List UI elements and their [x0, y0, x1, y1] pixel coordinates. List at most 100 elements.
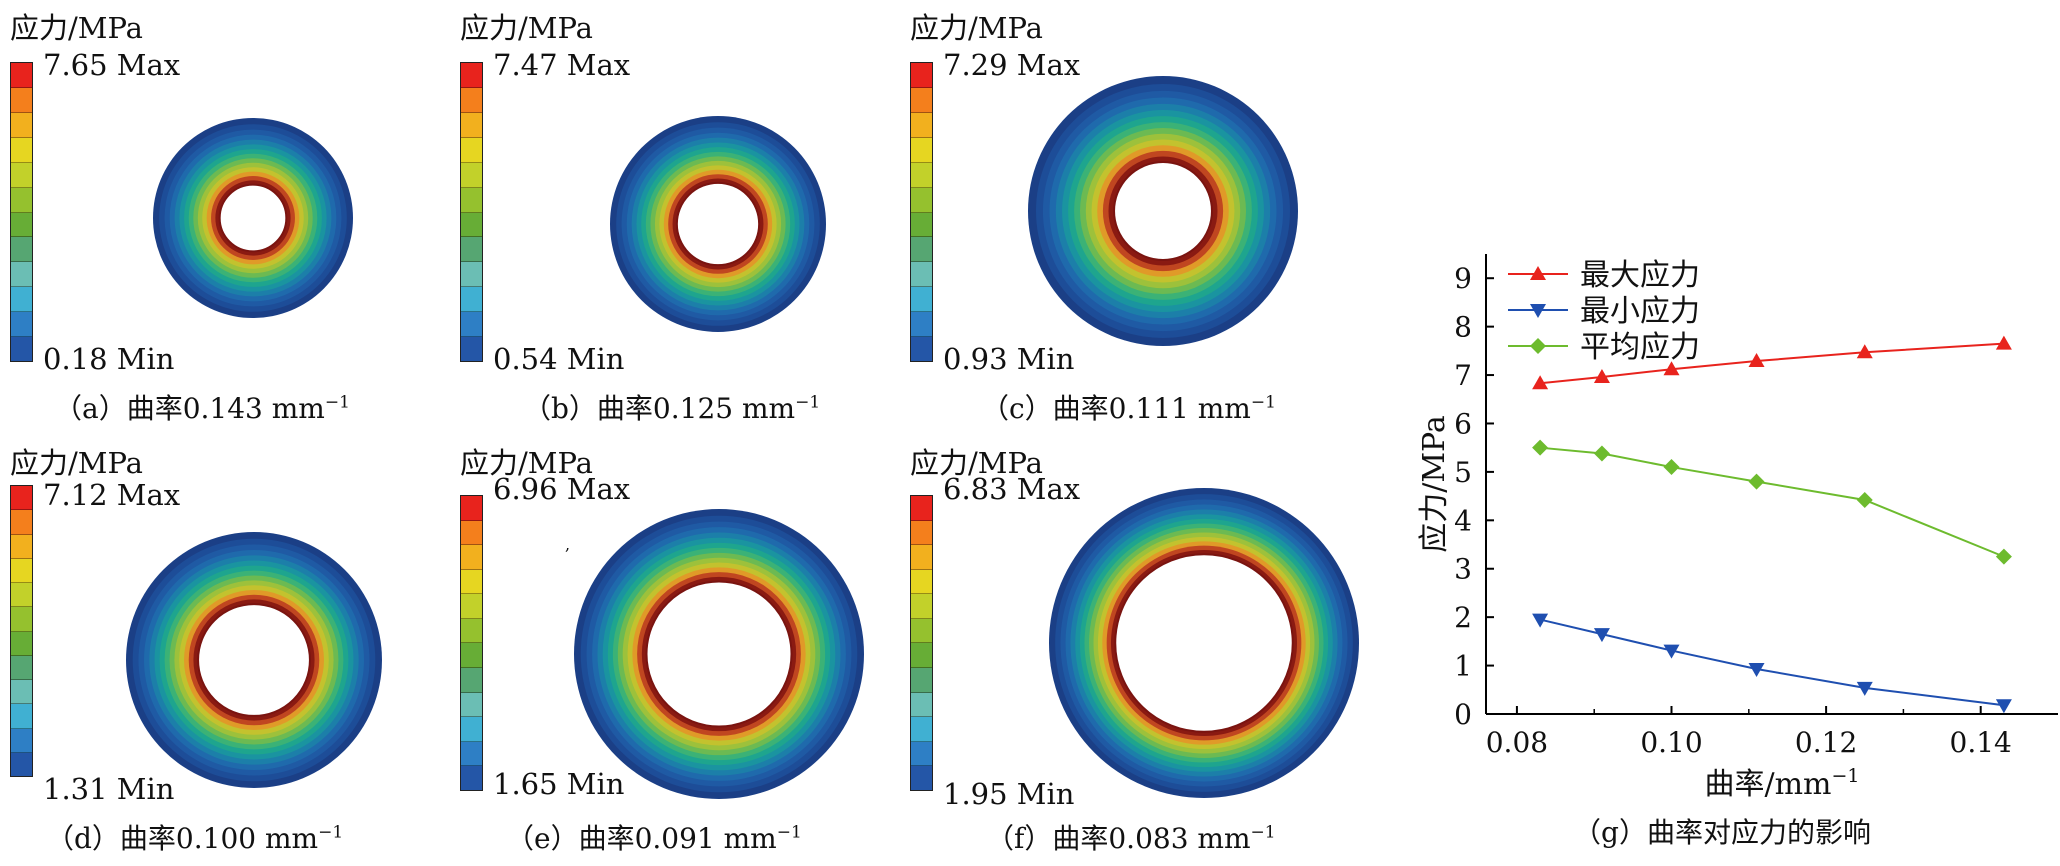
stray-mark: , [565, 535, 571, 554]
colorbar-segment [911, 717, 932, 742]
colorbar-segment [11, 112, 32, 138]
colorbar-segment [11, 63, 32, 88]
y-axis-label: 应力/MPa [1417, 415, 1452, 553]
colorbar [910, 62, 933, 362]
colorbar-segment [461, 337, 482, 362]
colorbar-segment [11, 287, 32, 313]
colorbar-segment [461, 162, 482, 188]
caption-b: （b）曲率0.125 mm−1 [523, 392, 821, 425]
colorbar-max-label: 7.29 Max [943, 48, 1081, 82]
stress-contour-ring [126, 532, 382, 788]
colorbar-unit-label: 应力/MPa [10, 11, 143, 45]
contour-panel-d: 应力/MPa 7.12 Max 1.31 Min （d）曲率0.100 mm−1 [10, 440, 450, 855]
colorbar-segment [911, 212, 932, 238]
colorbar-segment [911, 312, 932, 338]
colorbar-max-label: 6.83 Max [943, 472, 1081, 506]
colorbar-segment [11, 607, 32, 632]
colorbar-segment [911, 162, 932, 188]
data-point [1530, 338, 1546, 354]
colorbar-segment [911, 594, 932, 619]
colorbar-unit-label: 应力/MPa [460, 11, 593, 45]
colorbar-min-label: 1.65 Min [493, 767, 625, 801]
data-point [1856, 681, 1873, 696]
colorbar-segment [461, 545, 482, 570]
colorbar-segment [911, 643, 932, 669]
colorbar-segment [461, 137, 482, 163]
y-tick-label: 8 [1454, 311, 1472, 344]
colorbar-segment [911, 87, 932, 113]
legend-label: 平均应力 [1580, 330, 1700, 365]
colorbar-segment [461, 741, 482, 767]
colorbar-segment [11, 583, 32, 608]
colorbar-segment [911, 668, 932, 693]
stress-contour-ring [574, 509, 864, 799]
colorbar [460, 495, 483, 791]
colorbar-min-label: 1.95 Min [943, 777, 1075, 811]
colorbar-segment [911, 520, 932, 546]
colorbar-segment [11, 137, 32, 163]
contour-panel-f: 应力/MPa 6.83 Max 1.95 Min （f）曲率0.083 mm−1 [910, 440, 1359, 855]
series-line [1540, 342, 2004, 385]
bore-hole [1114, 553, 1294, 733]
colorbar-unit-label: 应力/MPa [910, 11, 1043, 45]
x-tick-label: 0.12 [1795, 726, 1857, 759]
data-point [1748, 662, 1765, 677]
colorbar-segment [11, 704, 32, 729]
colorbar-max-label: 6.96 Max [493, 472, 631, 506]
stress-contour-ring [1028, 76, 1298, 346]
bore-hole [218, 183, 288, 253]
contour-panel-b: 应力/MPa 7.47 Max 0.54 Min （b）曲率0.125 mm−1 [460, 5, 900, 425]
colorbar-segment [911, 262, 932, 288]
colorbar-segment [461, 287, 482, 313]
colorbar-segment [461, 312, 482, 338]
x-tick-label: 0.14 [1950, 726, 2012, 759]
colorbar [910, 495, 933, 791]
y-tick-label: 1 [1454, 650, 1472, 683]
colorbar-min-label: 0.93 Min [943, 342, 1075, 376]
data-point [1856, 491, 1873, 508]
colorbar [10, 485, 33, 777]
caption-d: （d）曲率0.100 mm−1 [46, 822, 344, 855]
data-point [1593, 628, 1610, 643]
data-point [1748, 353, 1765, 368]
legend-label: 最小应力 [1580, 294, 1700, 329]
colorbar-segment [911, 741, 932, 767]
colorbar-segment [461, 717, 482, 742]
colorbar-max-label: 7.12 Max [43, 478, 181, 512]
colorbar-segment [461, 112, 482, 138]
data-point [1530, 266, 1546, 280]
colorbar-segment [11, 337, 32, 362]
data-point [1748, 473, 1765, 490]
caption-a: （a）曲率0.143 mm−1 [54, 392, 350, 425]
x-tick-label: 0.08 [1486, 726, 1548, 759]
colorbar-segment [11, 534, 32, 559]
caption-f: （f）曲率0.083 mm−1 [986, 822, 1276, 855]
colorbar-max-label: 7.65 Max [43, 48, 181, 82]
colorbar-segment [11, 87, 32, 113]
stress-curvature-chart: 0 1 2 3 4 5 6 7 8 9 0.08 0.10 0.12 0.14 曲率/mm−1 应力/MPa 最… [1400, 240, 2060, 862]
colorbar-segment [461, 63, 482, 88]
colorbar-segment [461, 87, 482, 113]
data-point [1530, 304, 1546, 318]
colorbar-segment [11, 486, 32, 511]
colorbar-segment [911, 63, 932, 88]
colorbar-segment [461, 692, 482, 718]
colorbar-segment [911, 337, 932, 362]
contour-panel-e: 应力/MPa 6.96 Max 1.65 Min , （e）曲率0.091 mm… [460, 440, 900, 855]
colorbar-segment [461, 668, 482, 693]
colorbar-segment [11, 631, 32, 656]
contour-panel-c: 应力/MPa 7.29 Max 0.93 Min （c）曲率0.111 mm−1 [910, 5, 1350, 425]
data-point [1532, 439, 1549, 456]
x-axis-label: 曲率/mm−1 [1704, 765, 1859, 802]
bore-hole [1113, 161, 1213, 261]
data-point [1593, 445, 1610, 462]
contour-panel-a: 应力/MPa 7.65 Max 0.18 Min （a）曲率0.143 mm−1 [10, 5, 450, 425]
colorbar-segment [461, 618, 482, 644]
series-line [1539, 618, 2005, 707]
colorbar-unit-label: 应力/MPa [910, 446, 1043, 480]
colorbar-segment [911, 569, 932, 595]
colorbar-segment [461, 766, 482, 790]
colorbar-segment [11, 312, 32, 338]
caption-e: （e）曲率0.091 mm−1 [506, 822, 802, 855]
data-point [1995, 699, 2012, 714]
